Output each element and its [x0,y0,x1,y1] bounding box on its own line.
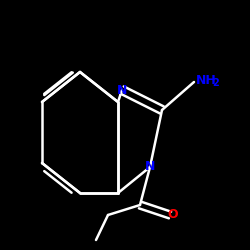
Text: 2: 2 [212,78,219,88]
Text: NH: NH [196,74,217,86]
Text: N: N [117,84,127,96]
Text: O: O [168,208,178,222]
Text: N: N [145,160,155,173]
